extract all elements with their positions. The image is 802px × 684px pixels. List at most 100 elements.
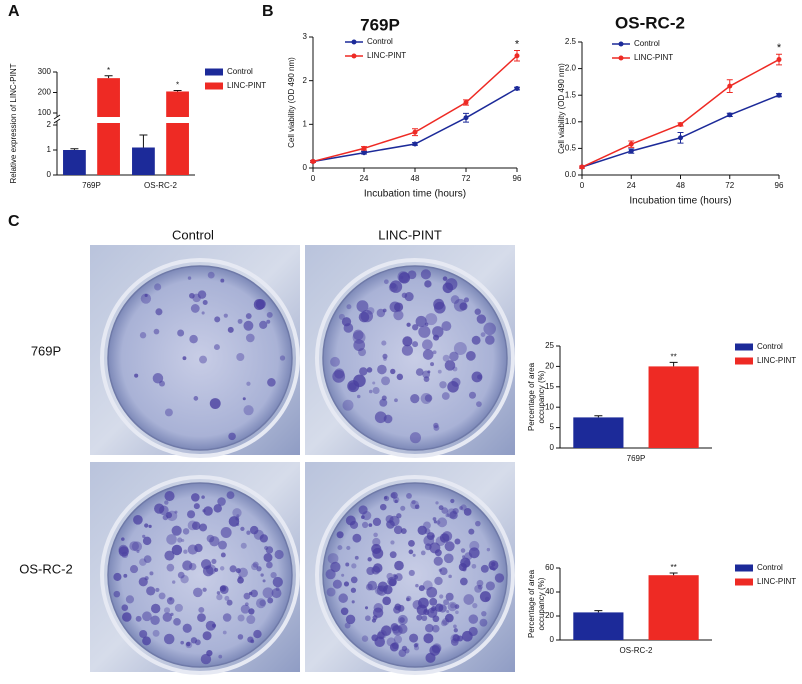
colony xyxy=(217,497,226,506)
colony xyxy=(422,339,433,351)
colony xyxy=(274,549,284,560)
colony xyxy=(489,565,494,570)
colony xyxy=(407,270,417,280)
colony xyxy=(372,381,376,385)
colony xyxy=(480,332,486,337)
colony xyxy=(236,353,245,362)
error-bar xyxy=(669,361,678,367)
y-tick-label: 1 xyxy=(303,119,308,128)
panel-label: A xyxy=(8,3,20,20)
colony xyxy=(246,530,251,535)
legend-label: LINC-PINT xyxy=(757,577,796,586)
colony xyxy=(164,408,173,417)
colony xyxy=(442,276,448,281)
legend-swatch xyxy=(735,578,753,586)
colony xyxy=(219,566,225,571)
colony xyxy=(390,492,396,498)
colony xyxy=(382,596,391,606)
point xyxy=(463,100,469,105)
colony xyxy=(267,597,274,604)
colony xyxy=(462,555,466,559)
colony xyxy=(174,603,183,612)
colony xyxy=(171,525,182,536)
y-tick-label: 5 xyxy=(550,423,555,432)
y-tick-label: 100 xyxy=(38,108,52,117)
y-tick-label: 25 xyxy=(545,341,554,350)
colony xyxy=(332,369,346,383)
colony xyxy=(166,563,175,572)
colony xyxy=(350,587,357,593)
y-axis-label: Percentage of area xyxy=(527,362,536,431)
y-tick-label: 10 xyxy=(545,402,554,411)
colony xyxy=(457,635,464,642)
colony xyxy=(142,536,152,546)
colony xyxy=(332,579,342,589)
colony xyxy=(162,514,169,521)
point xyxy=(310,158,316,164)
colony xyxy=(183,549,188,554)
colony xyxy=(374,411,387,424)
colony xyxy=(385,515,394,524)
colony xyxy=(424,394,433,402)
colony xyxy=(408,539,415,547)
colony xyxy=(422,580,433,591)
y-tick-label: 0.5 xyxy=(565,144,577,153)
colony xyxy=(452,508,459,515)
colony xyxy=(381,625,392,636)
legend-label: Control xyxy=(757,563,783,572)
colony xyxy=(207,271,215,279)
colony xyxy=(327,553,339,564)
colony xyxy=(248,591,253,596)
colony xyxy=(209,536,220,547)
colony xyxy=(390,368,396,375)
colony xyxy=(353,329,364,341)
colony xyxy=(381,395,387,401)
colony xyxy=(418,325,431,338)
colony xyxy=(408,549,414,555)
colony xyxy=(346,545,351,551)
colony xyxy=(390,282,397,289)
colony xyxy=(411,499,416,505)
colony xyxy=(367,580,378,591)
colony xyxy=(361,521,369,529)
colony xyxy=(340,607,349,616)
colony xyxy=(468,547,480,559)
colony xyxy=(262,579,266,583)
column-label: LINC-PINT xyxy=(378,227,442,242)
colony xyxy=(118,546,129,557)
y-axis-label: Cell viability (OD 490 nm) xyxy=(287,57,296,148)
colony xyxy=(439,381,447,389)
colony xyxy=(442,354,450,362)
colony xyxy=(356,300,369,313)
colony xyxy=(345,515,356,526)
colony xyxy=(441,392,450,400)
legend-label: LINC-PINT xyxy=(757,356,796,365)
colony xyxy=(263,553,273,563)
colony xyxy=(432,643,442,653)
colony xyxy=(162,612,172,622)
colony xyxy=(392,625,403,636)
colony xyxy=(383,495,390,502)
colony xyxy=(249,525,259,535)
colony xyxy=(139,558,147,566)
colony xyxy=(253,529,264,540)
colony xyxy=(201,495,205,499)
y-tick-label: 2.5 xyxy=(565,37,577,46)
bar xyxy=(97,78,120,175)
colony xyxy=(181,538,185,543)
legend-label: Control xyxy=(227,67,253,76)
colony xyxy=(245,333,255,343)
colony xyxy=(475,520,481,527)
colony xyxy=(376,308,386,318)
colony xyxy=(358,505,368,515)
colony xyxy=(397,604,405,612)
colony xyxy=(177,329,185,337)
colony xyxy=(166,597,175,605)
colony xyxy=(390,540,395,545)
legend-marker xyxy=(618,41,624,47)
x-tick-label: 769P xyxy=(627,454,646,463)
colony xyxy=(441,507,448,514)
colony xyxy=(476,401,482,408)
colony xyxy=(182,356,187,361)
y-tick-label: 40 xyxy=(545,587,554,596)
